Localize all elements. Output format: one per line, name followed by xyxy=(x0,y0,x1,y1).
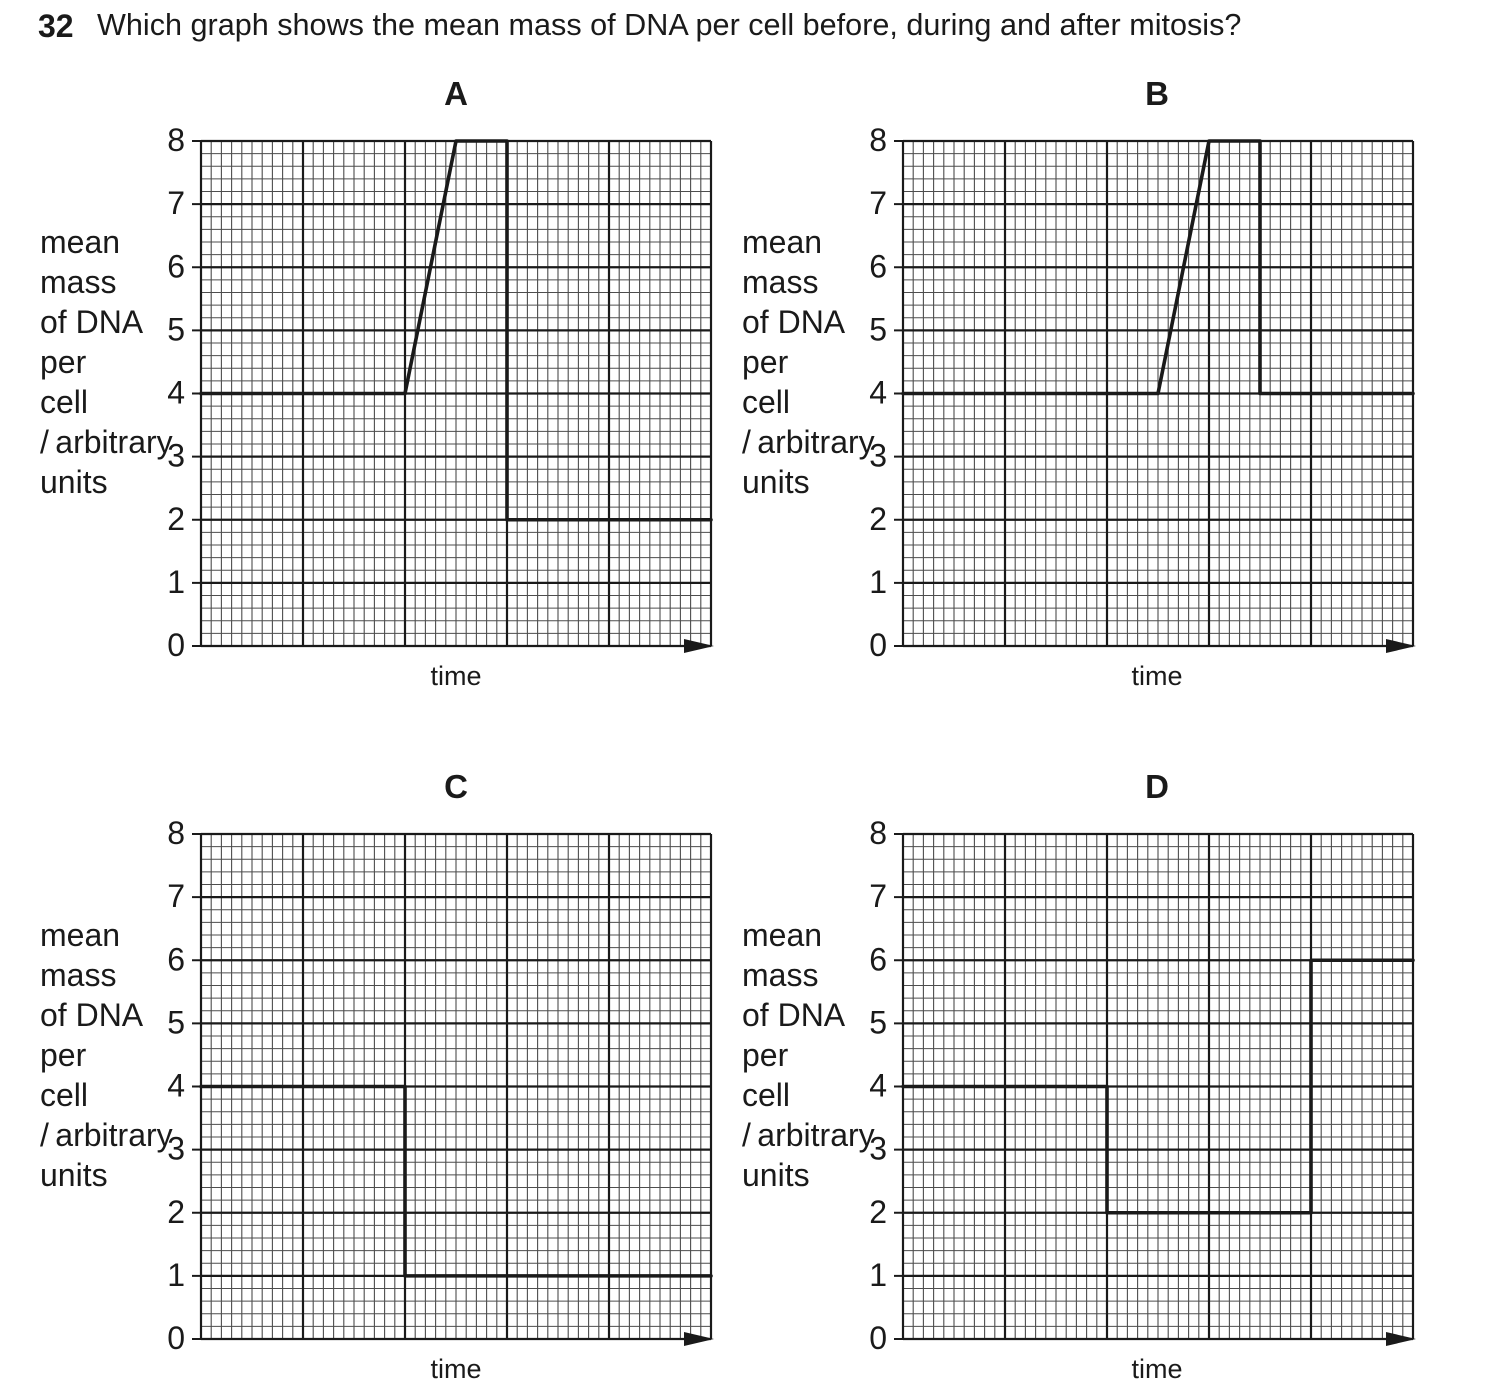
svg-text:3: 3 xyxy=(869,1131,887,1167)
svg-text:8: 8 xyxy=(869,122,887,158)
svg-text:0: 0 xyxy=(869,627,887,663)
svg-text:6: 6 xyxy=(869,248,887,284)
svg-text:7: 7 xyxy=(869,878,887,914)
svg-text:8: 8 xyxy=(167,122,185,158)
svg-text:3: 3 xyxy=(869,438,887,474)
svg-text:4: 4 xyxy=(869,375,887,411)
svg-text:4: 4 xyxy=(167,375,185,411)
svg-text:6: 6 xyxy=(869,941,887,977)
svg-text:8: 8 xyxy=(869,815,887,851)
svg-text:1: 1 xyxy=(869,1257,887,1293)
svg-text:2: 2 xyxy=(167,1194,185,1230)
svg-text:6: 6 xyxy=(167,941,185,977)
svg-text:7: 7 xyxy=(167,185,185,221)
svg-text:0: 0 xyxy=(167,1320,185,1356)
svg-text:5: 5 xyxy=(167,311,185,347)
svg-text:5: 5 xyxy=(869,1004,887,1040)
svg-text:1: 1 xyxy=(167,1257,185,1293)
svg-text:7: 7 xyxy=(869,185,887,221)
svg-text:6: 6 xyxy=(167,248,185,284)
svg-text:1: 1 xyxy=(167,564,185,600)
svg-text:4: 4 xyxy=(167,1068,185,1104)
svg-text:5: 5 xyxy=(167,1004,185,1040)
svg-text:7: 7 xyxy=(167,878,185,914)
svg-text:4: 4 xyxy=(869,1068,887,1104)
svg-text:3: 3 xyxy=(167,1131,185,1167)
svg-text:5: 5 xyxy=(869,311,887,347)
svg-text:3: 3 xyxy=(167,438,185,474)
svg-text:2: 2 xyxy=(869,501,887,537)
svg-text:8: 8 xyxy=(167,815,185,851)
svg-text:0: 0 xyxy=(869,1320,887,1356)
svg-text:0: 0 xyxy=(167,627,185,663)
svg-text:1: 1 xyxy=(869,564,887,600)
svg-text:2: 2 xyxy=(167,501,185,537)
svg-text:2: 2 xyxy=(869,1194,887,1230)
